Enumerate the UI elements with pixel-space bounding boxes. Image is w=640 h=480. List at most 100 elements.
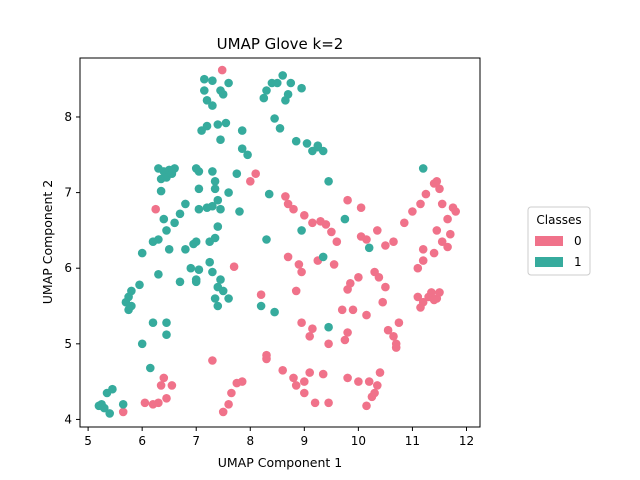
point-class-1 [108,384,117,394]
point-class-1 [164,245,174,254]
point-class-0 [370,388,379,398]
y-tick-label: 4 [64,412,72,426]
point-class-1 [191,277,201,287]
legend: Classes 0 1 [527,206,591,276]
legend-swatch-0 [535,236,563,246]
point-class-0 [246,177,255,186]
point-class-0 [413,263,423,273]
point-class-1 [218,286,228,296]
point-class-1 [340,214,350,224]
y-tick-label: 5 [64,337,72,351]
legend-label-0: 0 [574,234,582,248]
point-class-1 [181,245,190,254]
point-class-1 [224,294,233,303]
point-class-1 [202,96,212,105]
point-class-0 [354,377,363,386]
point-class-0 [362,401,371,411]
legend-label-1: 1 [574,255,582,269]
point-class-0 [289,373,298,383]
point-class-0 [324,398,333,408]
point-class-1 [208,167,217,176]
point-class-0 [446,229,455,239]
point-class-0 [156,381,166,390]
point-class-0 [429,295,439,305]
point-class-0 [297,267,306,277]
point-class-1 [297,226,306,235]
point-class-1 [278,71,288,80]
point-class-1 [194,167,204,176]
point-class-0 [443,242,452,252]
point-class-0 [297,318,306,328]
point-class-1 [100,403,109,413]
point-class-1 [162,226,171,235]
point-class-1 [210,184,220,194]
point-class-0 [381,282,390,292]
point-class-1 [202,121,212,131]
point-class-1 [208,101,217,110]
point-class-1 [256,301,266,311]
point-class-0 [413,292,423,302]
point-class-1 [213,222,223,231]
point-class-0 [281,192,290,201]
y-axis-label: UMAP Component 2 [40,180,55,305]
point-class-0 [437,237,447,246]
point-class-0 [140,398,150,408]
point-class-0 [362,235,371,244]
legend-title: Classes [536,213,581,227]
point-class-0 [291,286,301,296]
point-class-1 [235,207,244,216]
point-class-0 [318,369,328,379]
x-tick-label: 6 [138,434,146,448]
x-tick-label: 8 [246,434,254,448]
point-class-0 [421,189,431,199]
point-class-1 [216,204,225,214]
point-class-0 [383,325,393,335]
point-class-0 [356,203,366,212]
point-class-0 [400,218,409,228]
point-class-1 [137,248,147,258]
point-class-0 [340,335,350,345]
point-class-0 [308,324,317,334]
point-class-0 [391,339,401,349]
point-class-0 [418,245,428,254]
x-tick-label: 10 [351,434,366,448]
point-class-1 [216,86,225,95]
point-class-0 [374,273,384,282]
x-tick-label: 9 [301,434,309,448]
point-class-1 [210,294,220,303]
point-class-1 [281,96,290,105]
point-class-0 [443,214,452,224]
point-class-1 [237,144,247,153]
point-class-1 [270,307,279,317]
point-class-1 [194,204,204,214]
point-class-0 [327,227,336,237]
point-class-1 [273,78,282,88]
point-class-0 [305,368,315,377]
points-layer [94,65,461,418]
point-class-0 [305,332,315,341]
point-class-0 [362,310,371,320]
point-class-1 [159,214,169,224]
point-class-0 [354,273,363,282]
point-class-1 [286,78,296,88]
point-class-1 [324,177,333,186]
y-tick-label: 6 [64,261,72,275]
point-class-1 [318,146,328,156]
point-class-0 [118,407,128,417]
x-axis-label: UMAP Component 1 [218,455,343,470]
point-class-0 [416,199,425,209]
point-class-0 [237,377,247,386]
point-class-1 [156,186,166,196]
point-class-1 [186,263,196,273]
point-class-1 [146,363,155,373]
point-class-0 [283,252,293,262]
point-class-1 [262,235,271,244]
point-class-1 [124,305,133,315]
point-class-0 [256,290,266,300]
point-class-0 [227,388,236,398]
point-class-1 [189,239,198,249]
point-class-0 [343,195,352,205]
point-class-0 [308,218,317,228]
point-class-0 [289,204,298,214]
